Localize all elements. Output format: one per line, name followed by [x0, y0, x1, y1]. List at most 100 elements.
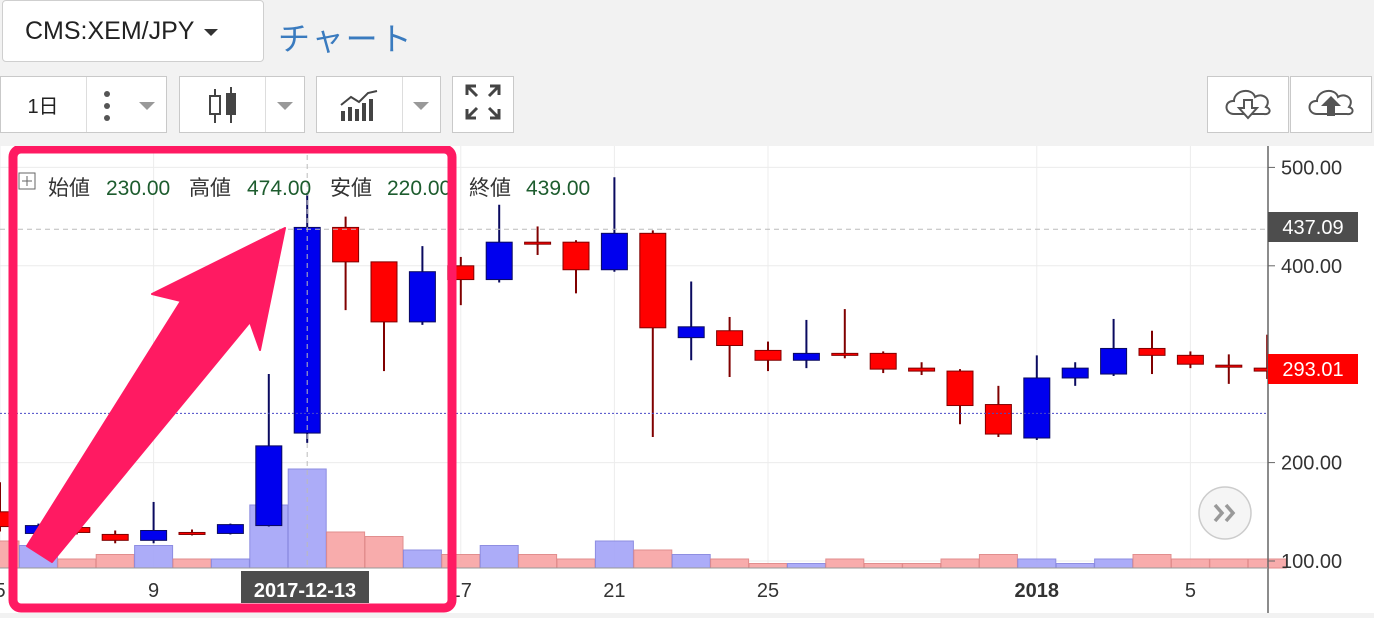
candle-body	[639, 232, 667, 329]
low-value: 220.00	[387, 177, 451, 200]
candle-body	[1176, 354, 1204, 365]
volume-bar	[172, 558, 212, 569]
volume-bar	[210, 558, 250, 569]
candle-body	[1023, 377, 1051, 439]
candle-body	[831, 352, 859, 356]
volume-bar	[978, 554, 1018, 569]
close-label: 終値	[469, 177, 511, 200]
volume-bar	[825, 558, 865, 569]
crosshair-price: 437.09	[1282, 217, 1343, 239]
divider	[86, 77, 87, 132]
candle-body	[1100, 347, 1128, 375]
plus-box-icon[interactable]	[18, 172, 36, 190]
indicators-button[interactable]	[316, 76, 441, 133]
chevron-down-icon[interactable]	[277, 102, 293, 110]
volume-bar	[1209, 558, 1249, 569]
volume-bar	[594, 540, 634, 569]
high-value: 474.00	[247, 177, 311, 200]
x-tick-label: 5	[0, 580, 6, 602]
candle-body	[1138, 347, 1166, 356]
candle-body	[792, 352, 820, 361]
x-tick-label: 2018	[1015, 580, 1060, 602]
candle-body	[869, 352, 897, 370]
high-label: 高値	[189, 177, 231, 200]
upload-button[interactable]	[1290, 76, 1372, 133]
open-value: 230.00	[106, 177, 170, 200]
expand-button[interactable]	[1198, 486, 1252, 540]
y-tick-label: 100.00	[1281, 551, 1342, 573]
x-tick-label: 25	[757, 580, 779, 602]
volume-bar	[1017, 558, 1057, 569]
fullscreen-button[interactable]	[452, 76, 514, 133]
overlays	[0, 146, 1268, 568]
caret-down-icon	[204, 28, 219, 36]
volume-bar	[57, 558, 97, 569]
chart-type-button[interactable]	[179, 76, 305, 133]
divider	[402, 77, 403, 132]
double-chevron-right-icon	[1213, 503, 1236, 523]
ohlc-legend: 始値 230.00 高値 474.00 安値 220.00 終値 439.00	[18, 172, 590, 200]
candle-body	[600, 232, 628, 271]
candle-body	[984, 404, 1012, 435]
highlight-arrow	[26, 227, 286, 563]
highlight-box	[8, 144, 457, 613]
candle-body	[408, 271, 436, 323]
symbol-selector[interactable]: CMS:XEM/JPY	[2, 0, 264, 62]
candle-body	[370, 261, 398, 323]
volume-bar	[556, 558, 596, 569]
volume-bar	[518, 554, 558, 569]
symbol-label: CMS:XEM/JPY	[25, 16, 195, 45]
candle-body	[908, 367, 936, 372]
volume-bar	[364, 536, 404, 569]
candlestick-icon	[206, 87, 240, 130]
cloud-download-icon	[1220, 82, 1276, 127]
candle-body	[1215, 364, 1243, 368]
volume-bar	[1170, 558, 1210, 569]
candle-body	[677, 326, 705, 339]
volume-bar	[402, 549, 442, 569]
last-price: 293.01	[1282, 359, 1343, 381]
volume-bar	[633, 549, 673, 569]
crosshair-date: 2017-12-13	[254, 580, 356, 602]
crosshair-date-badge: 2017-12-13	[241, 571, 369, 603]
volume-bar	[326, 531, 366, 569]
x-tick-label: 21	[603, 580, 625, 602]
candle-body	[716, 330, 744, 347]
close-value: 439.00	[526, 177, 590, 200]
volume-bar	[710, 558, 750, 569]
chevron-down-icon[interactable]	[413, 102, 429, 110]
volume-bar	[1094, 558, 1134, 569]
last-price-badge: 293.01	[1268, 354, 1358, 384]
candle-body	[140, 529, 168, 541]
y-tick-label: 400.00	[1281, 256, 1342, 278]
candle-body	[946, 370, 974, 407]
y-tick-label: 500.00	[1281, 157, 1342, 179]
candle-body	[754, 349, 782, 361]
price-axis: 500.00 400.00 200.00 100.00	[1268, 157, 1342, 573]
volume-bar	[1132, 554, 1172, 569]
interval-group: 1日	[0, 76, 167, 133]
volume-bar	[95, 554, 135, 569]
volume-bar	[786, 563, 826, 569]
volume-bar	[1055, 563, 1095, 569]
volume-bar	[134, 545, 174, 569]
x-tick-label: 9	[148, 580, 159, 602]
candle-body	[562, 241, 590, 271]
x-tick-label: 5	[1185, 580, 1196, 602]
divider	[265, 77, 266, 132]
vertical-dots-icon[interactable]	[101, 89, 113, 123]
candle-body	[1061, 367, 1089, 379]
candle-body	[524, 241, 552, 245]
candle-body	[178, 531, 206, 535]
download-button[interactable]	[1207, 76, 1289, 133]
candles	[0, 177, 1281, 544]
volume-bar	[748, 563, 788, 569]
page-title: チャート	[278, 21, 414, 57]
chevron-down-icon[interactable]	[139, 102, 155, 110]
volume-bar	[863, 563, 903, 569]
cloud-upload-icon	[1303, 82, 1359, 127]
volume-bar	[479, 545, 519, 569]
interval-button[interactable]: 1日	[27, 96, 59, 118]
